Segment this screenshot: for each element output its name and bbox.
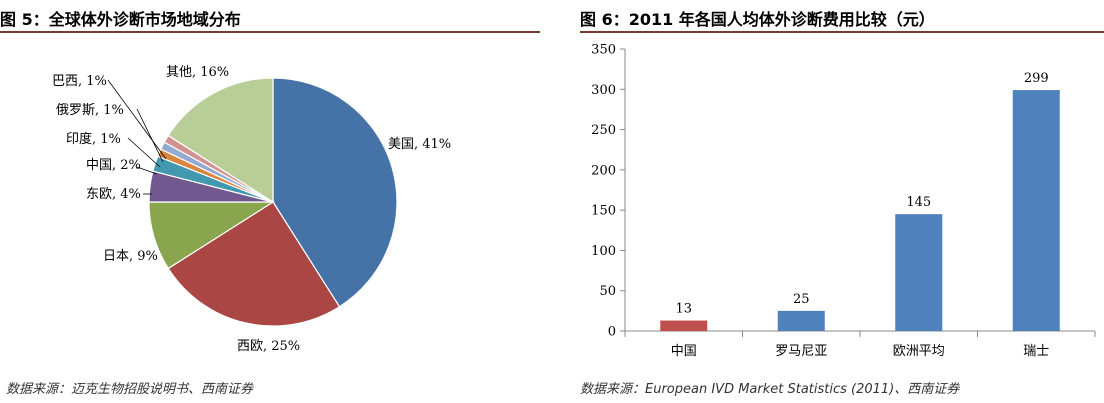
figure-5-source: 数据来源：迈克生物招股说明书、西南证券 xyxy=(6,382,254,397)
y-tick-label: 350 xyxy=(591,43,616,58)
pie-slice-label: 巴西, 1% xyxy=(52,74,107,89)
bar-data-label: 299 xyxy=(1024,71,1049,86)
figure-6-panel: 图 6：2011 年各国人均体外诊断费用比较（元） 0 50 100 150 200 25… xyxy=(580,0,1104,403)
pie-leader-line xyxy=(136,108,164,163)
bar-chart: 0 50 100 150 200 250 300 350 13 中国 25 罗马尼亚 145 欧洲平均 29… xyxy=(591,43,1096,359)
bar-data-label: 25 xyxy=(793,292,810,307)
pie-leader-line xyxy=(107,79,167,160)
pie-chart: 美国, 41% 西欧, 25% 日本, 9% 东欧, 4% 中国, 2% 印度, 1% 俄罗… xyxy=(52,65,451,354)
y-tick-label: 250 xyxy=(591,123,616,138)
x-category-label: 欧洲平均 xyxy=(893,344,945,359)
x-category-label: 中国 xyxy=(671,344,697,359)
y-tick-label: 50 xyxy=(599,284,616,299)
pie-slice xyxy=(167,77,274,204)
pie-slice-label: 俄罗斯, 1% xyxy=(56,103,124,118)
figure-5-title: 图 5：全球体外诊断市场地域分布 xyxy=(0,10,241,29)
y-tick-label: 300 xyxy=(591,83,616,98)
y-tick-label: 0 xyxy=(608,325,616,340)
pie-slice xyxy=(272,77,398,308)
y-tick-label: 200 xyxy=(591,163,616,178)
bar-data-label: 145 xyxy=(906,195,931,210)
pie-slice-label: 日本, 9% xyxy=(103,249,158,264)
x-category-label: 瑞士 xyxy=(1023,344,1049,359)
figure-6-title: 图 6：2011 年各国人均体外诊断费用比较（元） xyxy=(580,10,935,29)
bar xyxy=(660,320,708,331)
pie-slice-label: 其他, 16% xyxy=(166,65,229,80)
bar xyxy=(895,214,943,331)
bar-data-label: 13 xyxy=(675,302,692,317)
figure-5-title-rule xyxy=(0,31,540,33)
y-tick-label: 150 xyxy=(591,204,616,219)
pie-slice-label: 印度, 1% xyxy=(66,131,121,147)
pie-slice-label: 东欧, 4% xyxy=(86,187,141,202)
pie-slice-label: 美国, 41% xyxy=(388,137,451,152)
pie-slice-label: 西欧, 25% xyxy=(237,339,300,354)
pie-slice-label: 中国, 2% xyxy=(86,158,141,173)
x-category-label: 罗马尼亚 xyxy=(775,344,827,359)
figure-5-panel: 图 5：全球体外诊断市场地域分布 美国, 41% 西欧, 25% 日本, 9% 东欧,… xyxy=(0,0,540,403)
y-tick-label: 100 xyxy=(591,244,616,259)
pie-leader-line xyxy=(136,166,158,175)
bar xyxy=(1012,90,1060,331)
figure-6-title-rule xyxy=(580,31,1104,33)
figure-6-source: 数据来源：European IVD Market Statistics (201… xyxy=(580,382,960,397)
pie-leader-line xyxy=(127,137,161,168)
bar xyxy=(777,310,825,331)
pie-slice xyxy=(167,201,341,327)
